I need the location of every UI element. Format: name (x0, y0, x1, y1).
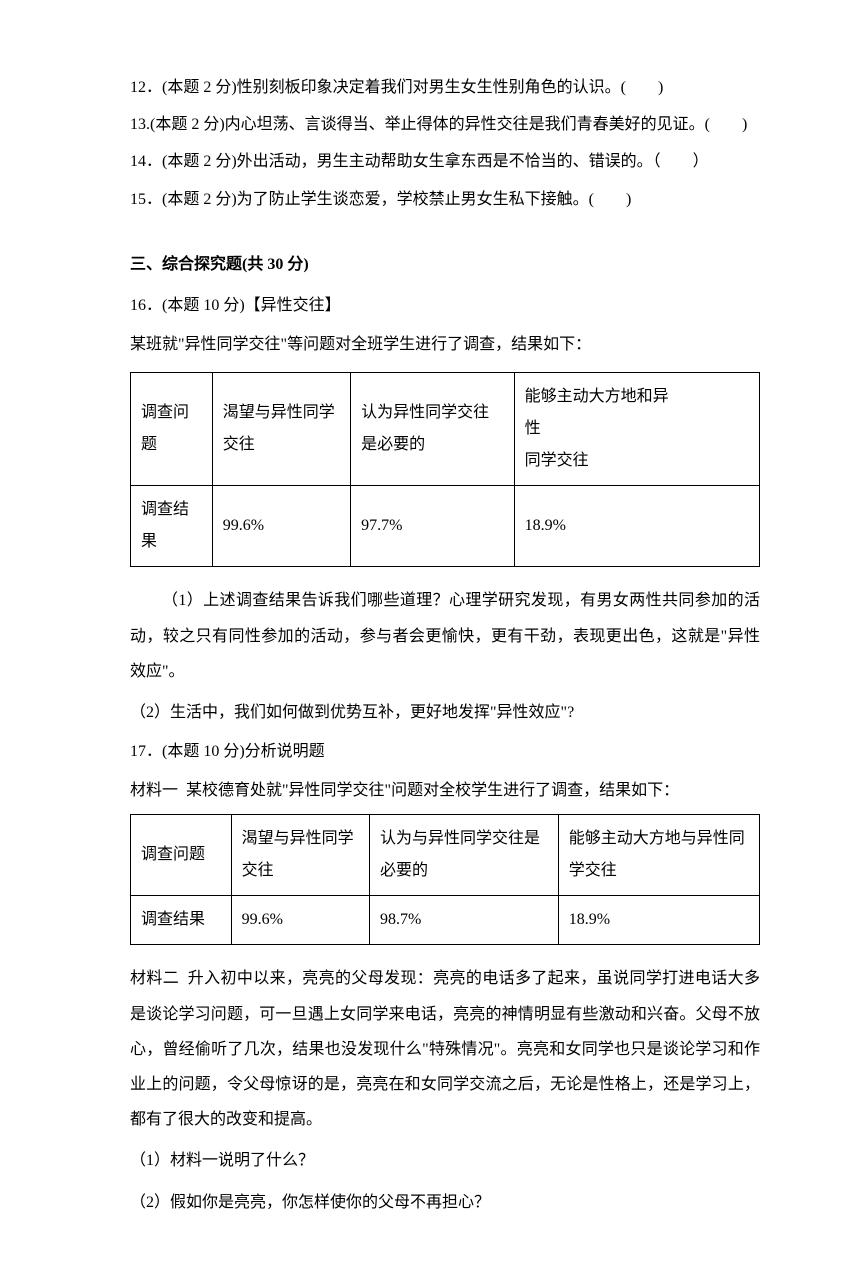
material2-label: 材料二 (130, 970, 179, 987)
q17-sub2: （2）假如你是亮亮，你怎样使你的父母不再担心？ (130, 1185, 760, 1220)
q13-text: 13.(本题 2 分)内心坦荡、言谈得当、举止得体的异性交往是我们青春美好的见证… (130, 116, 747, 133)
question-13: 13.(本题 2 分)内心坦荡、言谈得当、举止得体的异性交往是我们青春美好的见证… (130, 107, 760, 142)
table-cell: 调查问题 (131, 815, 232, 896)
q12-text: 12．(本题 2 分)性别刻板印象决定着我们对男生女生性别角色的认识。( ) (130, 79, 663, 96)
q16-sub1: （1）上述调查结果告诉我们哪些道理？心理学研究发现，有男女两性共同参加的活动，较… (130, 583, 760, 689)
table-cell: 98.7% (370, 896, 559, 945)
q17-header: 17．(本题 10 分)分析说明题 (130, 734, 760, 769)
q16-header: 16．(本题 10 分)【异性交往】 (130, 288, 760, 323)
table-row: 调查问题 渴望与异性同学交往 认为异性同学交往是必要的 能够主动大方地和异性同学… (131, 373, 760, 486)
question-14: 14．(本题 2 分)外出活动，男生主动帮助女生拿东西是不恰当的、错误的。（ ） (130, 144, 760, 179)
table-cell: 能够主动大方地与异性同学交往 (558, 815, 759, 896)
table-cell: 调查结果 (131, 896, 232, 945)
table-cell: 调查结果 (131, 486, 213, 567)
q16-survey-table: 调查问题 渴望与异性同学交往 认为异性同学交往是必要的 能够主动大方地和异性同学… (130, 372, 760, 567)
question-15: 15．(本题 2 分)为了防止学生谈恋爱，学校禁止男女生私下接触。( ) (130, 182, 760, 217)
table-cell: 99.6% (212, 486, 350, 567)
q17-material2: 材料二 升入初中以来，亮亮的父母发现：亮亮的电话多了起来，虽说同学打进电话大多是… (130, 961, 760, 1137)
section-3-heading: 三、综合探究题(共 30 分) (130, 247, 760, 282)
table-cell: 渴望与异性同学交往 (231, 815, 369, 896)
table-row: 调查结果 99.6% 97.7% 18.9% (131, 486, 760, 567)
q15-text: 15．(本题 2 分)为了防止学生谈恋爱，学校禁止男女生私下接触。( ) (130, 191, 631, 208)
material1-label: 材料一 (130, 782, 178, 799)
table-cell: 渴望与异性同学交往 (212, 373, 350, 486)
table-row: 调查问题 渴望与异性同学交往 认为与异性同学交往是必要的 能够主动大方地与异性同… (131, 815, 760, 896)
table-cell: 97.7% (351, 486, 515, 567)
q17-survey-table: 调查问题 渴望与异性同学交往 认为与异性同学交往是必要的 能够主动大方地与异性同… (130, 814, 760, 945)
q16-sub2: （2）生活中，我们如何做到优势互补，更好地发挥"异性效应"? (130, 695, 760, 730)
q16-intro: 某班就"异性同学交往"等问题对全班学生进行了调查，结果如下： (130, 327, 760, 362)
q14-text: 14．(本题 2 分)外出活动，男生主动帮助女生拿东西是不恰当的、错误的。（ ） (130, 153, 709, 170)
table-cell: 认为异性同学交往是必要的 (351, 373, 515, 486)
q17-sub1: （1）材料一说明了什么？ (130, 1143, 760, 1178)
q17-material1: 材料一 某校德育处就"异性同学交往"问题对全校学生进行了调查，结果如下： (130, 773, 760, 808)
material1-text: 某校德育处就"异性同学交往"问题对全校学生进行了调查，结果如下： (186, 782, 679, 799)
table-cell: 18.9% (558, 896, 759, 945)
table-cell: 认为与异性同学交往是必要的 (370, 815, 559, 896)
table-cell: 能够主动大方地和异性同学交往 (514, 373, 759, 486)
table-cell: 调查问题 (131, 373, 213, 486)
material2-text: 升入初中以来，亮亮的父母发现：亮亮的电话多了起来，虽说同学打进电话大多是谈论学习… (130, 970, 760, 1128)
table-row: 调查结果 99.6% 98.7% 18.9% (131, 896, 760, 945)
question-12: 12．(本题 2 分)性别刻板印象决定着我们对男生女生性别角色的认识。( ) (130, 70, 760, 105)
table-cell: 18.9% (514, 486, 759, 567)
table-cell: 99.6% (231, 896, 369, 945)
